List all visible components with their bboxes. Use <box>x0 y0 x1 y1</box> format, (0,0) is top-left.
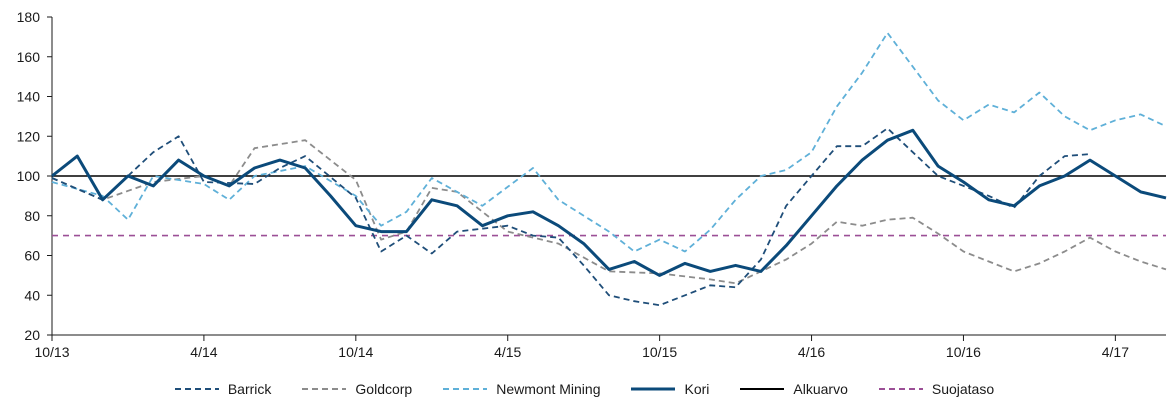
y-tick-label: 40 <box>24 287 40 303</box>
x-tick-label: 10/16 <box>946 344 981 360</box>
y-tick-label: 60 <box>24 248 40 264</box>
y-tick-label: 20 <box>24 327 40 343</box>
legend-label: Newmont Mining <box>496 381 601 397</box>
legend-swatch <box>631 387 676 391</box>
series-line-kori <box>51 128 1167 277</box>
x-tick-label: 10/15 <box>642 344 677 360</box>
y-tick-label: 100 <box>17 168 41 184</box>
y-axis: 20 40 60 80 100 120 140 160 180 <box>17 9 53 343</box>
y-tick-label: 140 <box>17 89 41 105</box>
legend-swatch <box>174 388 219 390</box>
legend-label: Barrick <box>227 381 272 397</box>
x-tick-label: 10/13 <box>34 344 69 360</box>
x-tick-label: 10/14 <box>338 344 373 360</box>
legend-swatch <box>443 388 488 390</box>
x-axis: 10/13 4/14 10/14 4/15 10/15 4/16 10/16 4/17 <box>34 334 1166 360</box>
x-tick-label: 4/15 <box>494 344 521 360</box>
chart-canvas: 20 40 60 80 100 120 140 160 180 10/13 4/14 10/14 4/… <box>17 9 1167 360</box>
x-tick-label: 4/17 <box>1102 344 1129 360</box>
legend-item: Goldcorp <box>301 381 412 397</box>
y-tick-label: 180 <box>17 9 41 25</box>
series-line-goldcorp <box>51 139 1167 285</box>
legend-item: Newmont Mining <box>442 381 600 397</box>
legend-item: Kori <box>630 381 709 397</box>
legend-swatch <box>740 388 785 390</box>
legend-item: Alkuarvo <box>739 381 848 397</box>
legend: Barrick Goldcorp Newmont Mining Kori Alkuarv… <box>0 378 1168 400</box>
legend-label: Alkuarvo <box>793 381 848 397</box>
legend-item: Barrick <box>174 381 272 397</box>
x-tick-label: 4/16 <box>798 344 825 360</box>
legend-label: Kori <box>684 381 710 397</box>
series-layer <box>51 32 1167 307</box>
x-tick-label: 4/14 <box>190 344 217 360</box>
legend-swatch <box>878 388 923 390</box>
series-line-newmont-mining <box>51 32 1167 253</box>
legend-swatch <box>302 388 347 390</box>
legend-label: Goldcorp <box>355 381 413 397</box>
legend-label: Suojataso <box>931 381 995 397</box>
y-tick-label: 120 <box>17 128 41 144</box>
legend-item: Suojataso <box>878 381 994 397</box>
series-line-barrick <box>51 127 1091 307</box>
y-tick-label: 160 <box>17 49 41 65</box>
y-tick-label: 80 <box>24 208 40 224</box>
